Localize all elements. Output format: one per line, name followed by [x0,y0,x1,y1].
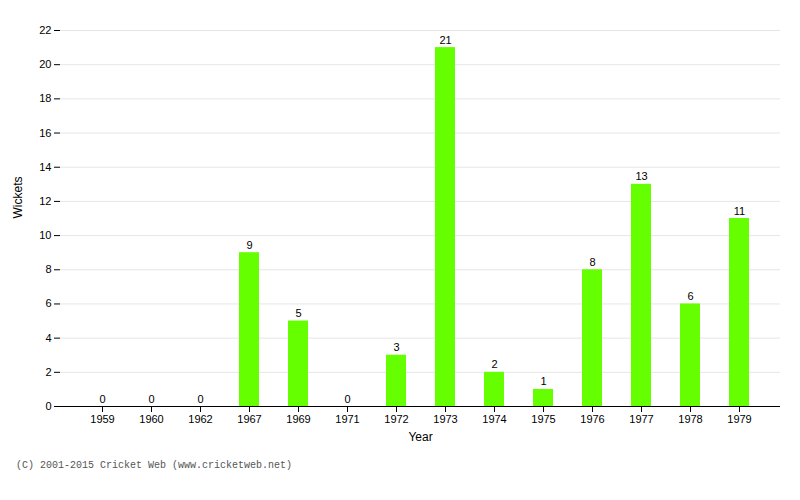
svg-text:6: 6 [45,297,51,309]
svg-text:5: 5 [295,307,301,319]
svg-text:18: 18 [39,92,51,104]
svg-text:11: 11 [734,205,745,217]
html-text:(C) 2001-2015 Cricket Web (www: (C) 2001-2015 Cricket Web (www.cricketwe… [16,460,292,471]
svg-text:22: 22 [39,24,51,36]
svg-text:3: 3 [393,341,399,353]
svg-text:1962: 1962 [188,413,212,425]
svg-text:13: 13 [635,170,647,182]
svg-text:1976: 1976 [580,413,604,425]
svg-text:0: 0 [197,393,203,405]
svg-text:20: 20 [39,58,51,70]
svg-text:1959: 1959 [90,413,114,425]
svg-text:0: 0 [45,400,51,412]
svg-text:Wickets: Wickets [11,177,25,219]
svg-text:4: 4 [45,332,51,344]
svg-text:1967: 1967 [237,413,261,425]
svg-text:Year: Year [408,430,432,444]
svg-text:1977: 1977 [629,413,653,425]
svg-text:8: 8 [45,263,51,275]
svg-text:1978: 1978 [678,413,702,425]
svg-text:6: 6 [687,290,693,302]
svg-text:14: 14 [39,161,51,173]
svg-text:1975: 1975 [531,413,555,425]
svg-text:1971: 1971 [335,413,359,425]
svg-text:16: 16 [39,127,51,139]
svg-text:1973: 1973 [433,413,457,425]
svg-text:1972: 1972 [384,413,408,425]
svg-text:1: 1 [540,375,546,387]
svg-text:1979: 1979 [727,413,751,425]
svg-text:2: 2 [45,366,51,378]
svg-text:0: 0 [148,393,154,405]
svg-text:9: 9 [246,239,252,251]
svg-text:8: 8 [589,256,595,268]
svg-text:10: 10 [39,229,51,241]
svg-text:1960: 1960 [139,413,163,425]
svg-text:12: 12 [39,195,51,207]
svg-text:1969: 1969 [286,413,310,425]
svg-text:0: 0 [344,393,350,405]
svg-text:1974: 1974 [482,413,506,425]
svg-text:0: 0 [99,393,105,405]
svg-text:2: 2 [491,358,497,370]
svg-text:21: 21 [439,34,451,46]
